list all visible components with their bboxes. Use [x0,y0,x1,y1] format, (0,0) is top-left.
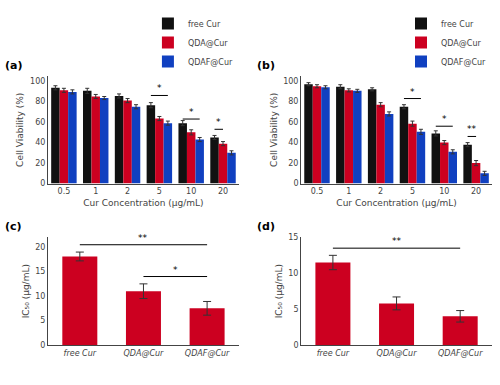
svg-text:40: 40 [288,138,298,147]
svg-text:15: 15 [35,267,45,276]
svg-text:QDAF@Cur: QDAF@Cur [441,58,486,67]
svg-text:10: 10 [439,187,449,196]
svg-text:free Cur: free Cur [188,20,221,29]
svg-text:60: 60 [288,118,298,127]
svg-text:80: 80 [288,97,298,106]
svg-text:60: 60 [35,118,45,127]
svg-text:20: 20 [35,159,45,168]
svg-text:5: 5 [293,305,298,314]
svg-text:*: * [173,265,178,275]
svg-text:80: 80 [35,97,45,106]
svg-text:QDAF@Cur: QDAF@Cur [185,349,230,358]
svg-text:0: 0 [293,179,298,188]
svg-text:0.5: 0.5 [311,187,324,196]
svg-text:20: 20 [35,243,45,252]
svg-text:*: * [410,87,415,97]
svg-text:QDA@Cur: QDA@Cur [377,349,418,358]
svg-text:Cell Viability (%): Cell Viability (%) [269,93,279,167]
svg-text:2: 2 [125,187,130,196]
svg-text:IC₅₀ (μg/mL): IC₅₀ (μg/mL) [274,264,284,318]
svg-text:(a): (a) [5,59,22,72]
svg-text:Cur Concentration (μg/mL): Cur Concentration (μg/mL) [336,198,456,208]
svg-text:0: 0 [293,341,298,350]
svg-text:1: 1 [346,187,351,196]
svg-text:*: * [157,83,162,93]
svg-text:10: 10 [288,269,298,278]
svg-text:QDA@Cur: QDA@Cur [441,39,481,48]
svg-text:40: 40 [35,138,45,147]
svg-text:Cell Viability (%): Cell Viability (%) [15,93,25,167]
svg-text:QDA@Cur: QDA@Cur [188,39,228,48]
svg-text:10: 10 [35,292,45,301]
svg-text:QDAF@Cur: QDAF@Cur [188,58,233,67]
svg-text:5: 5 [157,187,162,196]
svg-text:*: * [216,117,221,127]
svg-text:0: 0 [40,341,45,350]
svg-text:1: 1 [93,187,98,196]
svg-text:**: ** [467,124,477,134]
svg-text:QDAF@Cur: QDAF@Cur [438,349,483,358]
svg-text:*: * [189,107,194,117]
svg-text:20: 20 [471,187,481,196]
svg-text:5: 5 [410,187,415,196]
svg-text:0.5: 0.5 [58,187,71,196]
svg-text:free Cur: free Cur [441,20,474,29]
svg-text:20: 20 [218,187,228,196]
svg-text:2: 2 [378,187,383,196]
svg-text:*: * [442,114,447,124]
svg-text:Cur Concentration (μg/mL): Cur Concentration (μg/mL) [83,198,203,208]
svg-text:(b): (b) [257,59,275,72]
svg-text:free Cur: free Cur [64,349,97,358]
svg-text:(c): (c) [5,220,22,233]
svg-text:(d): (d) [257,220,275,233]
svg-text:100: 100 [30,77,45,86]
svg-text:0: 0 [40,179,45,188]
svg-text:**: ** [138,233,148,243]
svg-text:**: ** [392,236,402,246]
svg-text:5: 5 [40,316,45,325]
svg-text:IC₅₀ (μg/mL): IC₅₀ (μg/mL) [21,264,31,318]
svg-text:10: 10 [186,187,196,196]
svg-text:20: 20 [288,159,298,168]
svg-text:QDA@Cur: QDA@Cur [124,349,165,358]
svg-text:15: 15 [288,233,298,242]
svg-text:100: 100 [283,77,298,86]
svg-text:free Cur: free Cur [317,349,350,358]
